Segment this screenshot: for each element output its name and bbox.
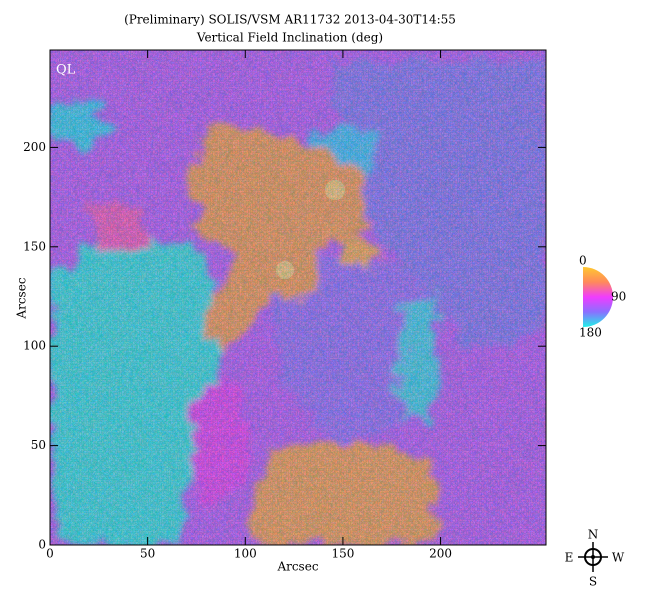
x-tick-label: 50 <box>140 547 155 561</box>
compass: N S E W <box>565 528 625 589</box>
x-tick-label: 100 <box>234 547 257 561</box>
y-tick-label: 100 <box>23 339 46 353</box>
compass-west: W <box>612 551 625 565</box>
y-tick-label: 200 <box>23 140 46 154</box>
y-axis-label: Arcsec <box>15 277 29 319</box>
y-tick-label: 0 <box>38 538 46 552</box>
x-axis-label: Arcsec <box>276 560 318 574</box>
annotation: QL <box>56 63 76 78</box>
compass-north: N <box>588 528 599 542</box>
y-tick-label: 50 <box>31 438 46 452</box>
colorbar-tick-label: 0 <box>579 254 587 268</box>
x-tick-label: 200 <box>429 547 452 561</box>
x-tick-label: 150 <box>331 547 354 561</box>
colorbar-wheel <box>583 267 613 327</box>
compass-east: E <box>565 551 574 565</box>
x-tick-label: 0 <box>46 547 54 561</box>
colorbar-tick-label: 180 <box>579 326 602 340</box>
compass-south: S <box>589 575 597 589</box>
chart-subtitle: Vertical Field Inclination (deg) <box>196 31 383 45</box>
plot-frame <box>49 49 547 546</box>
colorbar-tick-label: 90 <box>611 290 626 304</box>
chart-title: (Preliminary) SOLIS/VSM AR11732 2013-04-… <box>124 13 456 27</box>
y-tick-label: 150 <box>23 239 46 253</box>
heatmap-image <box>50 50 546 545</box>
